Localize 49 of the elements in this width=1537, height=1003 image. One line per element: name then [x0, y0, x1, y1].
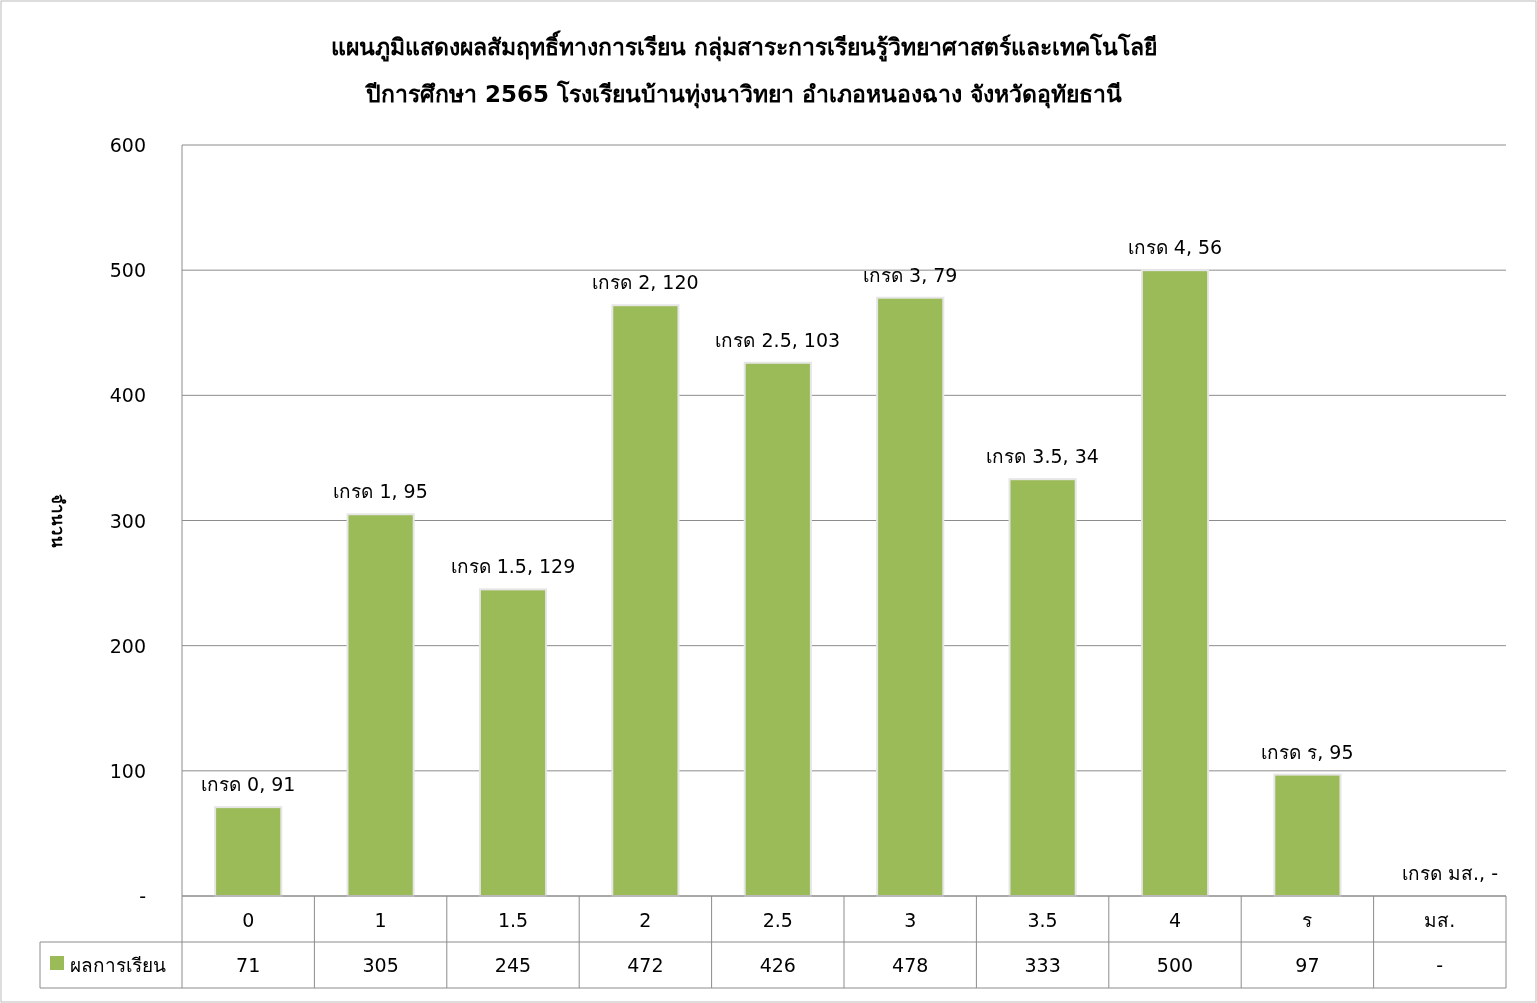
bar: [346, 513, 415, 897]
x-tick-label: 3.5: [1027, 909, 1058, 931]
annotation: เกรด 0, 91: [201, 773, 296, 796]
x-tick-label: 2.5: [762, 909, 793, 931]
data-label: 478: [892, 954, 929, 976]
annotation: เกรด มส., -: [1401, 862, 1498, 884]
x-tick-label: มส.: [1424, 909, 1456, 931]
bar: [214, 806, 283, 897]
x-tick-label: 2: [639, 909, 652, 931]
data-label: 245: [494, 954, 532, 976]
x-tick-label: 1.5: [497, 909, 529, 931]
x-tick-label: 3: [904, 909, 917, 931]
bar: [876, 296, 945, 897]
bar: [743, 361, 812, 897]
legend-label: ผลการเรียน: [70, 954, 166, 976]
y-tick-label: 600: [109, 134, 146, 156]
bar: [1008, 478, 1077, 897]
annotation: เกรด 1, 95: [333, 480, 428, 503]
data-label: 500: [1156, 954, 1194, 976]
y-tick-label: 200: [109, 634, 146, 657]
data-label: 426: [759, 954, 796, 976]
annotation: เกรด 3, 79: [863, 263, 958, 286]
annotation: เกรด 3.5, 34: [986, 445, 1099, 468]
y-tick-label: -: [139, 885, 146, 907]
data-label: 97: [1295, 954, 1320, 976]
bar: [1273, 773, 1342, 897]
annotation: เกรด 2, 120: [592, 271, 699, 294]
y-tick-label: 400: [109, 384, 146, 407]
x-tick-label: 0: [242, 909, 255, 931]
y-tick-label: 300: [109, 509, 146, 532]
x-tick-label: 1: [374, 909, 387, 931]
y-axis-title: จำนวน: [48, 493, 68, 548]
data-label: 333: [1024, 954, 1061, 976]
x-tick-label: ร: [1302, 909, 1313, 931]
x-tick-label: 4: [1168, 909, 1182, 931]
annotation: เกรด 2.5, 103: [715, 328, 841, 351]
y-tick-label: 100: [109, 759, 146, 782]
data-label: 472: [627, 954, 664, 976]
annotation: เกรด ร, 95: [1261, 740, 1354, 763]
data-label: 305: [362, 954, 399, 976]
text: -: [1436, 954, 1444, 976]
bar: [611, 304, 680, 897]
data-label: 71: [236, 954, 261, 976]
annotation: เกรด 4, 56: [1127, 236, 1223, 259]
annotation: เกรด 1.5, 129: [450, 555, 576, 578]
y-tick-label: 500: [109, 259, 146, 282]
bar: [478, 588, 548, 897]
chart-title: แผนภูมิแสดงผลสัมฤทธิ์ทางการเรียน กลุ่มสาระการเรียนรู้วิทยาศาสตร์และเทคโนโลยี ปีการศึกษา 2565 โรงเรียนบ้านทุ่งนาวิทยา อำเภอหนองฉาง จังหวัดอุทัยธานี: [330, 30, 1158, 109]
bar: [1140, 269, 1210, 897]
